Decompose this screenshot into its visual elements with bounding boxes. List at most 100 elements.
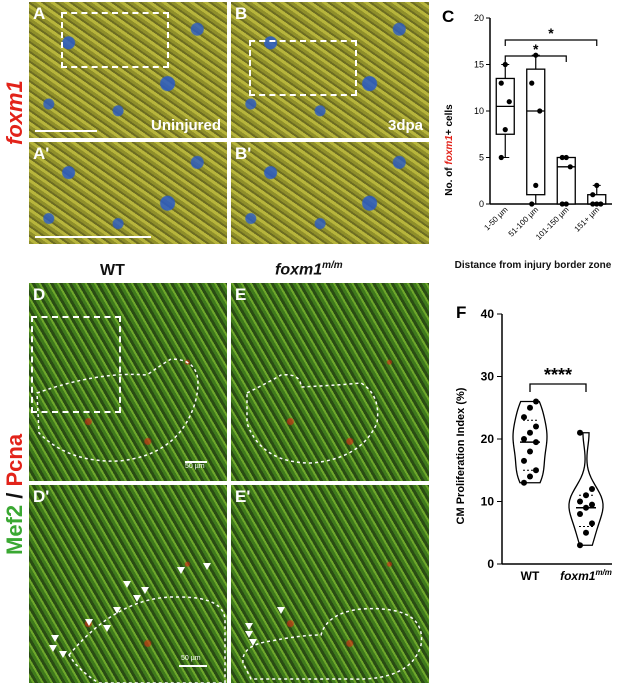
panel-a-scalebar: [35, 130, 97, 132]
foxm1-side-label: foxm1: [2, 80, 27, 145]
f-violin-outline: [568, 432, 604, 546]
f-point: [533, 423, 539, 430]
c-point: [598, 201, 604, 207]
c-point: [567, 164, 573, 170]
f-point: [527, 429, 533, 436]
f-point: [527, 473, 533, 480]
c-ytick-label: 10: [474, 106, 484, 116]
panel-d-prime-letter: D': [33, 487, 50, 506]
panel-f-yticks: 0 10 20 30 40: [481, 307, 502, 571]
panel-e-injury-outline: [246, 374, 379, 464]
f-point: [521, 436, 527, 442]
mutant-header-base: foxm1: [275, 261, 323, 279]
f-point: [583, 492, 589, 499]
f-point: [527, 448, 533, 455]
c-ytick-label: 5: [479, 153, 484, 163]
c-point: [594, 201, 600, 207]
c-point: [559, 201, 565, 207]
panel-e-image: E: [231, 283, 429, 481]
c-point: [594, 182, 600, 188]
f-point: [583, 529, 589, 536]
panel-b-prime-image: B': [231, 142, 429, 244]
c-sig-star: *: [533, 41, 539, 57]
c-point: [559, 154, 565, 161]
f-point: [589, 501, 595, 508]
f-point: [577, 429, 583, 436]
f-ytick-label: 10: [481, 495, 495, 509]
c-ytick-label: 0: [479, 199, 484, 209]
panel-d-letter: D: [33, 285, 46, 304]
f-ytick-label: 20: [481, 432, 495, 446]
panel-a-image: A Uninjured: [29, 2, 227, 138]
panel-f-chart: F CM Proliferation Index (%) 0 10 20 30 40 *…: [455, 303, 612, 583]
panel-b-condition-label: 3dpa: [387, 117, 423, 134]
f-point: [577, 498, 583, 505]
c-ytick-label: 15: [474, 60, 484, 70]
panel-f-axes: [501, 314, 612, 565]
f-point: [521, 479, 527, 486]
f-point: [589, 486, 595, 492]
f-ytick-label: 40: [481, 307, 495, 321]
mef2-pcna-side-label: Mef2 / Pcna: [2, 434, 28, 555]
f-xtick-label: WT: [521, 569, 540, 583]
mutant-header-sup: m/m: [322, 260, 343, 271]
f-sig-bracket: [529, 383, 587, 392]
c-xtick-label: 151+ µm: [573, 205, 602, 234]
pcna-label: Pcna: [2, 433, 27, 487]
panel-d-prime-image: D' 50 µm: [29, 485, 227, 683]
panel-c-ylabel: No. of foxm1+ cells: [444, 104, 455, 196]
f-point: [533, 467, 539, 474]
panel-d-scalebar: [185, 461, 207, 463]
c-point: [502, 127, 508, 133]
c-box: [556, 156, 576, 205]
mutant-column-header: foxm1m/m: [275, 260, 343, 279]
panel-d-prime-overlay: [49, 563, 226, 683]
f-point: [533, 398, 539, 405]
f-point: [521, 414, 527, 421]
c-point: [537, 108, 543, 114]
slash-label: /: [2, 486, 27, 505]
c-sig-star: *: [548, 25, 554, 41]
panel-d-image: D 50 µm: [29, 283, 227, 481]
panel-e-prime-image: E': [231, 485, 429, 683]
c-point: [533, 182, 539, 188]
panel-c-significance: **: [504, 25, 598, 62]
panel-f-significance: ****: [529, 365, 587, 392]
panel-d-prime-scale-text: 50 µm: [181, 655, 201, 662]
f-point: [527, 404, 533, 411]
f-point: [577, 511, 583, 517]
panel-e-letter: E: [235, 285, 247, 304]
panel-a-condition-label: Uninjured: [151, 117, 221, 134]
c-point: [590, 192, 596, 198]
c-point: [563, 154, 569, 161]
panel-c-boxes: [495, 52, 607, 207]
panel-a-prime-scalebar: [35, 236, 151, 238]
panel-f-letter: F: [456, 303, 466, 322]
c-ytick-label: 20: [474, 13, 484, 23]
mef2-label: Mef2: [2, 504, 27, 555]
c-point: [529, 201, 535, 207]
panel-e-prime-overlay: [242, 607, 423, 680]
f-point: [533, 439, 539, 446]
c-point: [529, 80, 535, 86]
panel-c-xlabel: Distance from injury border zone: [454, 260, 612, 271]
panel-d-inset-box: [31, 316, 121, 413]
panel-d-prime-scalebar: [179, 665, 207, 667]
panel-f-ylabel: CM Proliferation Index (%): [455, 387, 467, 524]
panel-a-inset-box: [61, 12, 169, 68]
c-xtick-label: 101-150 µm: [534, 205, 571, 242]
f-point: [577, 542, 583, 549]
panel-b-prime-letter: B': [235, 144, 252, 163]
panel-b-letter: B: [235, 4, 248, 23]
c-point: [498, 154, 504, 161]
panel-a-prime-image: A': [29, 142, 227, 244]
c-point: [590, 201, 596, 207]
c-box: [526, 68, 546, 196]
panel-a-prime-letter: A': [33, 144, 50, 163]
f-point: [589, 520, 595, 527]
panel-f-xticks: WT foxm1m/m: [521, 568, 612, 583]
panel-a-letter: A: [33, 4, 46, 23]
f-point: [583, 504, 589, 511]
panel-b-inset-box: [249, 40, 357, 96]
